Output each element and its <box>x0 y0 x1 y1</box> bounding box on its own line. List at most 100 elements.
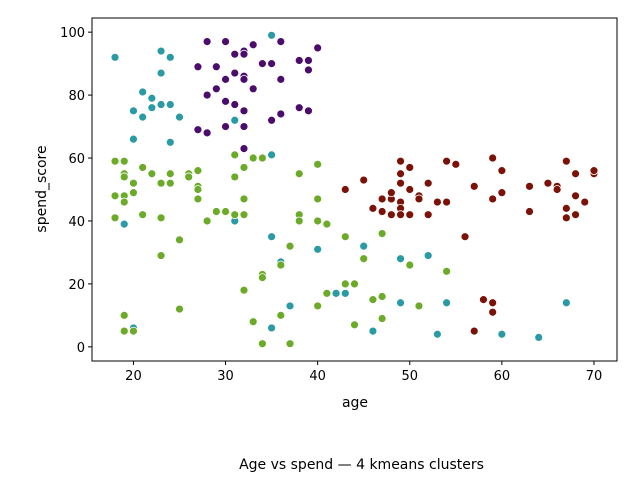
scatter-point <box>276 109 286 119</box>
scatter-point <box>571 191 580 201</box>
scatter-point <box>156 213 166 223</box>
scatter-point <box>405 260 415 270</box>
scatter-point <box>239 74 249 84</box>
scatter-point <box>368 203 378 213</box>
scatter-point <box>304 106 313 116</box>
scatter-point <box>110 156 120 166</box>
scatter-point <box>248 40 258 50</box>
scatter-point <box>368 295 378 305</box>
scatter-point <box>432 197 442 207</box>
scatter-point <box>156 46 166 56</box>
x-tick-label: 50 <box>401 369 418 384</box>
scatter-point <box>488 307 498 317</box>
scatter-point <box>571 169 580 179</box>
scatter-point <box>414 194 424 204</box>
scatter-point <box>138 210 148 220</box>
scatter-point <box>248 317 258 327</box>
scatter-point <box>221 96 230 106</box>
scatter-point <box>396 178 405 188</box>
scatter-point <box>304 65 313 75</box>
scatter-point <box>165 169 175 179</box>
scatter-point <box>525 207 534 216</box>
scatter-point <box>340 288 350 298</box>
scatter-point <box>386 210 396 220</box>
scatter-point <box>331 288 341 298</box>
plot-area <box>91 17 618 362</box>
y-tick-label: 20 <box>68 278 85 293</box>
scatter-point <box>138 87 148 97</box>
scatter-point <box>442 266 452 276</box>
scatter-point <box>405 163 415 172</box>
scatter-point <box>119 156 129 166</box>
cluster-1-points <box>110 30 571 342</box>
scatter-point <box>340 185 350 194</box>
scatter-point <box>534 332 544 342</box>
scatter-point <box>211 84 221 94</box>
scatter-point <box>442 156 452 166</box>
scatter-point <box>257 339 267 349</box>
scatter-point <box>129 188 138 198</box>
scatter-point <box>193 125 203 135</box>
scatter-point <box>267 30 277 40</box>
x-tick-label: 70 <box>586 369 603 384</box>
scatter-point <box>267 150 277 160</box>
scatter-point <box>267 323 277 333</box>
cluster-0-points <box>193 37 323 153</box>
scatter-point <box>460 232 470 242</box>
scatter-point <box>230 100 240 109</box>
scatter-point <box>202 90 212 100</box>
scatter-point <box>138 163 148 172</box>
scatter-point <box>129 134 138 144</box>
scatter-point <box>580 197 590 207</box>
scatter-point <box>423 251 433 260</box>
y-tick-label: 80 <box>68 89 85 104</box>
y-tick-label: 40 <box>68 215 85 230</box>
scatter-point <box>230 210 240 220</box>
x-axis-label: age <box>342 395 368 411</box>
scatter-point <box>469 181 479 191</box>
scatter-point <box>147 169 157 179</box>
scatter-point <box>359 175 369 185</box>
scatter-point <box>110 52 120 62</box>
scatter-point <box>313 43 323 53</box>
scatter-point <box>497 188 507 198</box>
x-axis-ticks: 20 30 40 50 60 70 <box>125 361 602 384</box>
cluster-2-points <box>340 153 599 336</box>
x-tick-label: 30 <box>217 369 234 384</box>
scatter-point <box>285 339 295 349</box>
scatter-point <box>313 301 323 311</box>
y-tick-label: 100 <box>60 26 85 41</box>
scatter-point <box>211 62 221 72</box>
y-tick-label: 0 <box>77 341 85 356</box>
scatter-point <box>294 103 304 113</box>
scatter-point <box>377 229 387 238</box>
x-tick-label: 60 <box>494 369 511 384</box>
scatter-point <box>175 304 184 314</box>
scatter-point <box>488 298 498 308</box>
chart-caption: Age vs spend — 4 kmeans clusters <box>239 457 484 473</box>
scatter-point <box>322 219 332 229</box>
scatter-point <box>396 210 405 220</box>
scatter-point <box>129 326 138 336</box>
scatter-point <box>276 74 286 84</box>
scatter-point <box>175 235 184 245</box>
scatter-point <box>377 292 387 301</box>
scatter-point <box>230 68 240 78</box>
scatter-point <box>248 153 258 163</box>
scatter-point <box>322 288 332 298</box>
y-axis-label: spend_score <box>34 145 50 232</box>
scatter-point <box>423 178 433 188</box>
scatter-point <box>469 326 479 336</box>
scatter-point <box>386 188 396 198</box>
scatter-point <box>165 100 175 109</box>
scatter-point <box>313 159 323 169</box>
scatter-point <box>294 56 304 65</box>
scatter-point <box>193 166 203 176</box>
scatter-point <box>147 103 157 113</box>
scatter-point <box>239 144 249 153</box>
scatter-point <box>396 254 405 264</box>
scatter-point <box>165 137 175 147</box>
scatter-point <box>396 156 405 166</box>
scatter-point <box>552 185 562 194</box>
scatter-point <box>543 178 553 188</box>
